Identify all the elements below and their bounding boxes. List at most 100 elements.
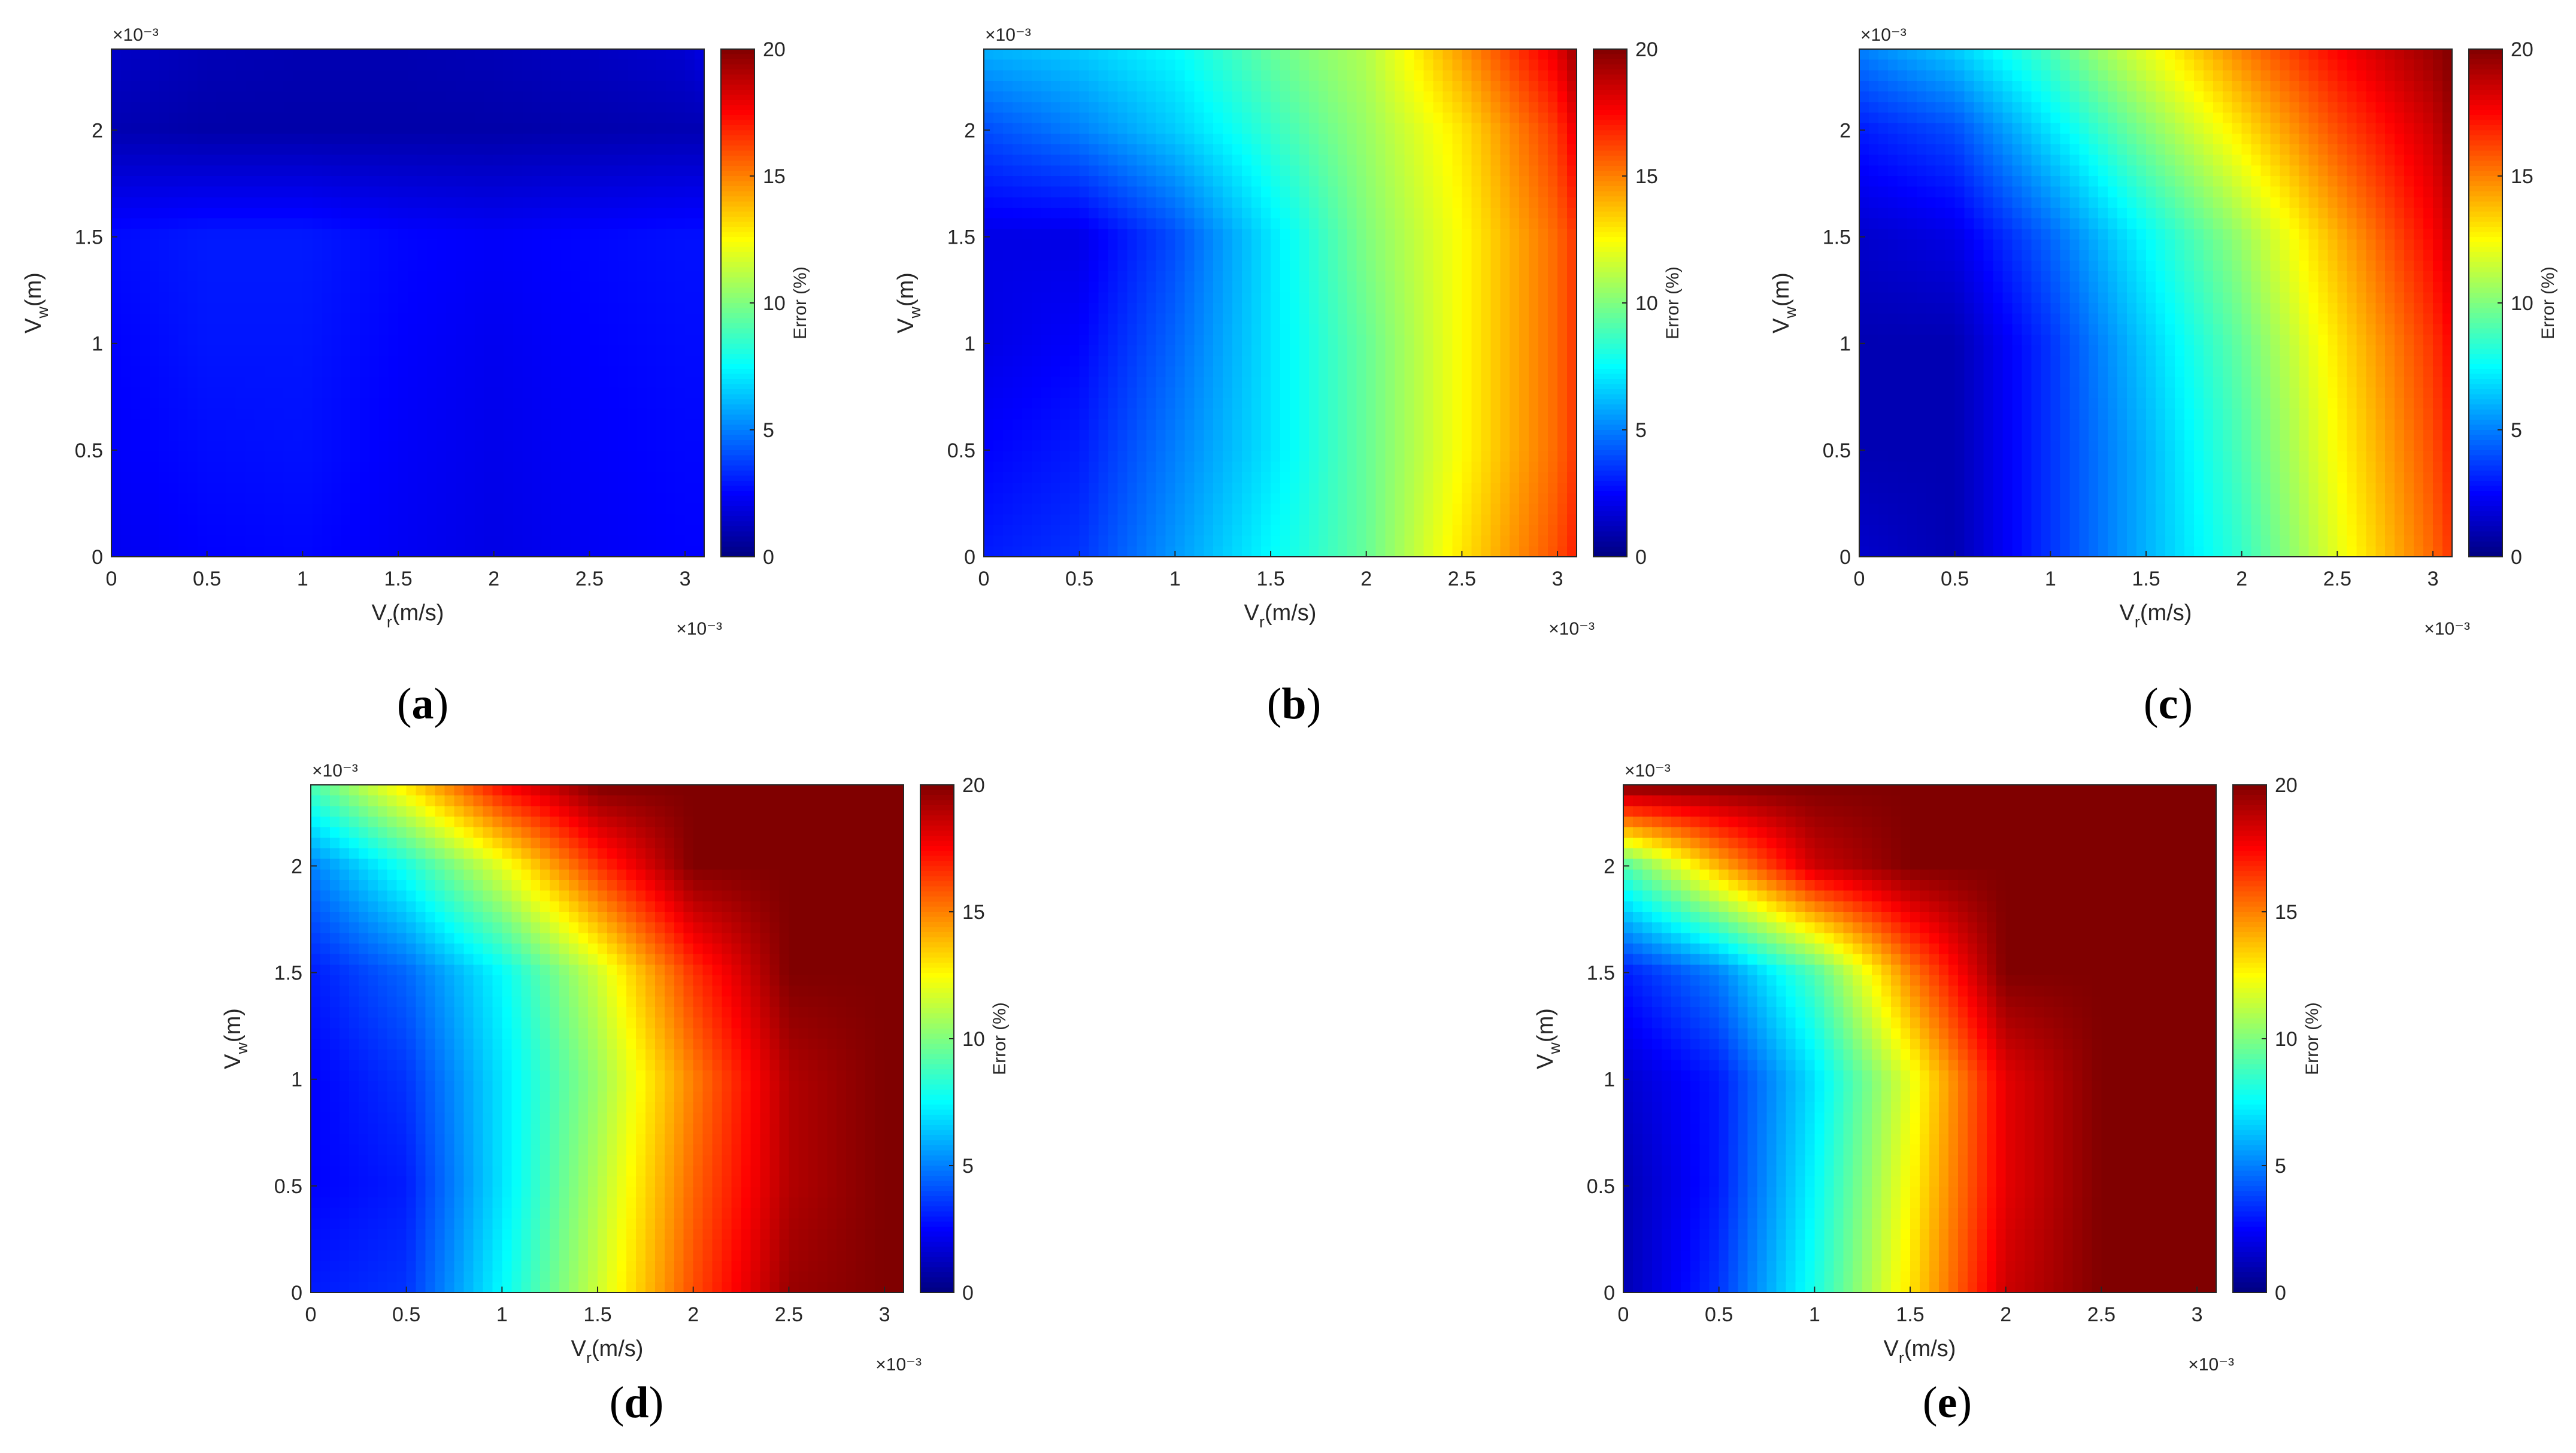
heatmap-cell — [159, 472, 169, 483]
heatmap-cell — [560, 419, 571, 430]
heatmap-cell — [312, 292, 322, 304]
heatmap-cell — [675, 356, 686, 367]
heatmap-cell — [1098, 239, 1109, 251]
heatmap-cell — [1050, 303, 1061, 314]
heatmap-cell — [589, 335, 599, 346]
heatmap-cell — [398, 462, 408, 473]
heatmap-cell — [685, 546, 695, 557]
heatmap-cell — [1213, 303, 1223, 314]
heatmap-cell — [130, 366, 141, 378]
heatmap-cell — [1232, 59, 1242, 71]
heatmap-cell — [187, 313, 198, 324]
heatmap-cell — [493, 292, 504, 304]
heatmap-cell — [1510, 176, 1520, 187]
heatmap-cell — [1433, 250, 1444, 261]
heatmap-cell — [1423, 144, 1434, 156]
heatmap-cell — [1165, 239, 1175, 251]
heatmap-cell — [541, 102, 552, 113]
heatmap-cell — [341, 292, 351, 304]
heatmap-cell — [647, 239, 657, 251]
colorbar-swatch — [721, 232, 754, 238]
heatmap-cell — [493, 462, 504, 473]
heatmap-cell — [417, 387, 428, 399]
heatmap-cell — [1442, 91, 1453, 102]
heatmap-cell — [618, 535, 628, 547]
heatmap-cell — [226, 281, 237, 293]
heatmap-cell — [159, 366, 169, 378]
colorbar-swatch — [721, 262, 754, 268]
heatmap-cell — [628, 70, 638, 81]
heatmap-cell — [341, 387, 351, 399]
heatmap-cell — [398, 387, 408, 399]
heatmap-cell — [1050, 366, 1061, 378]
heatmap-cell — [140, 430, 150, 441]
heatmap-cell — [302, 281, 313, 293]
heatmap-cell — [1079, 208, 1090, 219]
heatmap-cell — [608, 154, 619, 166]
heatmap-cell — [1452, 91, 1462, 102]
heatmap-cell — [1146, 154, 1157, 166]
heatmap-cell — [1127, 59, 1138, 71]
heatmap-cell — [541, 503, 552, 515]
heatmap-cell — [331, 176, 341, 187]
heatmap-cell — [379, 154, 389, 166]
heatmap-cell — [1251, 91, 1262, 102]
heatmap-cell — [140, 335, 150, 346]
heatmap-cell — [207, 324, 217, 335]
heatmap-cell — [207, 366, 217, 378]
heatmap-cell — [187, 440, 198, 451]
heatmap-cell — [120, 239, 131, 251]
heatmap-cell — [1184, 176, 1195, 187]
heatmap-cell — [589, 387, 599, 399]
heatmap-cell — [264, 165, 275, 177]
heatmap-cell — [369, 430, 380, 441]
heatmap-cell — [1299, 113, 1310, 124]
heatmap-cell — [503, 472, 514, 483]
heatmap-cell — [417, 197, 428, 208]
heatmap-cell — [283, 49, 293, 60]
heatmap-cell — [1433, 239, 1444, 251]
heatmap-cell — [455, 102, 466, 113]
heatmap-cell — [379, 419, 389, 430]
heatmap-cell — [1079, 366, 1090, 378]
heatmap-cell — [666, 81, 676, 92]
colorbar-swatch — [721, 283, 754, 289]
heatmap-cell — [1069, 165, 1080, 177]
heatmap-cell — [111, 144, 122, 156]
heatmap-cell — [436, 335, 447, 346]
heatmap-cell — [1089, 123, 1099, 134]
heatmap-cell — [1117, 313, 1128, 324]
heatmap-cell — [685, 59, 695, 71]
heatmap-cell — [1519, 345, 1529, 356]
heatmap-cell — [341, 186, 351, 198]
heatmap-cell — [1012, 313, 1023, 324]
heatmap-cell — [1127, 260, 1138, 272]
heatmap-cell — [993, 356, 1004, 367]
heatmap-cell — [984, 324, 994, 335]
heatmap-cell — [1002, 335, 1013, 346]
heatmap-cell — [1146, 292, 1157, 304]
heatmap-cell — [389, 176, 399, 187]
heatmap-cell — [1089, 49, 1099, 60]
heatmap-cell — [560, 503, 571, 515]
heatmap-cell — [465, 49, 475, 60]
heatmap-cell — [541, 430, 552, 441]
heatmap-cell — [1251, 345, 1262, 356]
heatmap-cell — [695, 324, 705, 335]
heatmap-cell — [1050, 281, 1061, 293]
heatmap-cell — [1251, 239, 1262, 251]
heatmap-cell — [1299, 70, 1310, 81]
heatmap-cell — [1146, 81, 1157, 92]
heatmap-cell — [532, 324, 543, 335]
heatmap-cell — [993, 154, 1004, 166]
heatmap-cell — [455, 134, 466, 145]
heatmap-cell — [1098, 218, 1109, 229]
heatmap-cell — [493, 208, 504, 219]
heatmap-cell — [1395, 81, 1405, 92]
heatmap-cell — [1557, 324, 1568, 335]
heatmap-cell — [1414, 250, 1425, 261]
heatmap-cell — [675, 462, 686, 473]
heatmap-cell — [216, 91, 227, 102]
heatmap-cell — [1117, 366, 1128, 378]
heatmap-cell — [589, 503, 599, 515]
